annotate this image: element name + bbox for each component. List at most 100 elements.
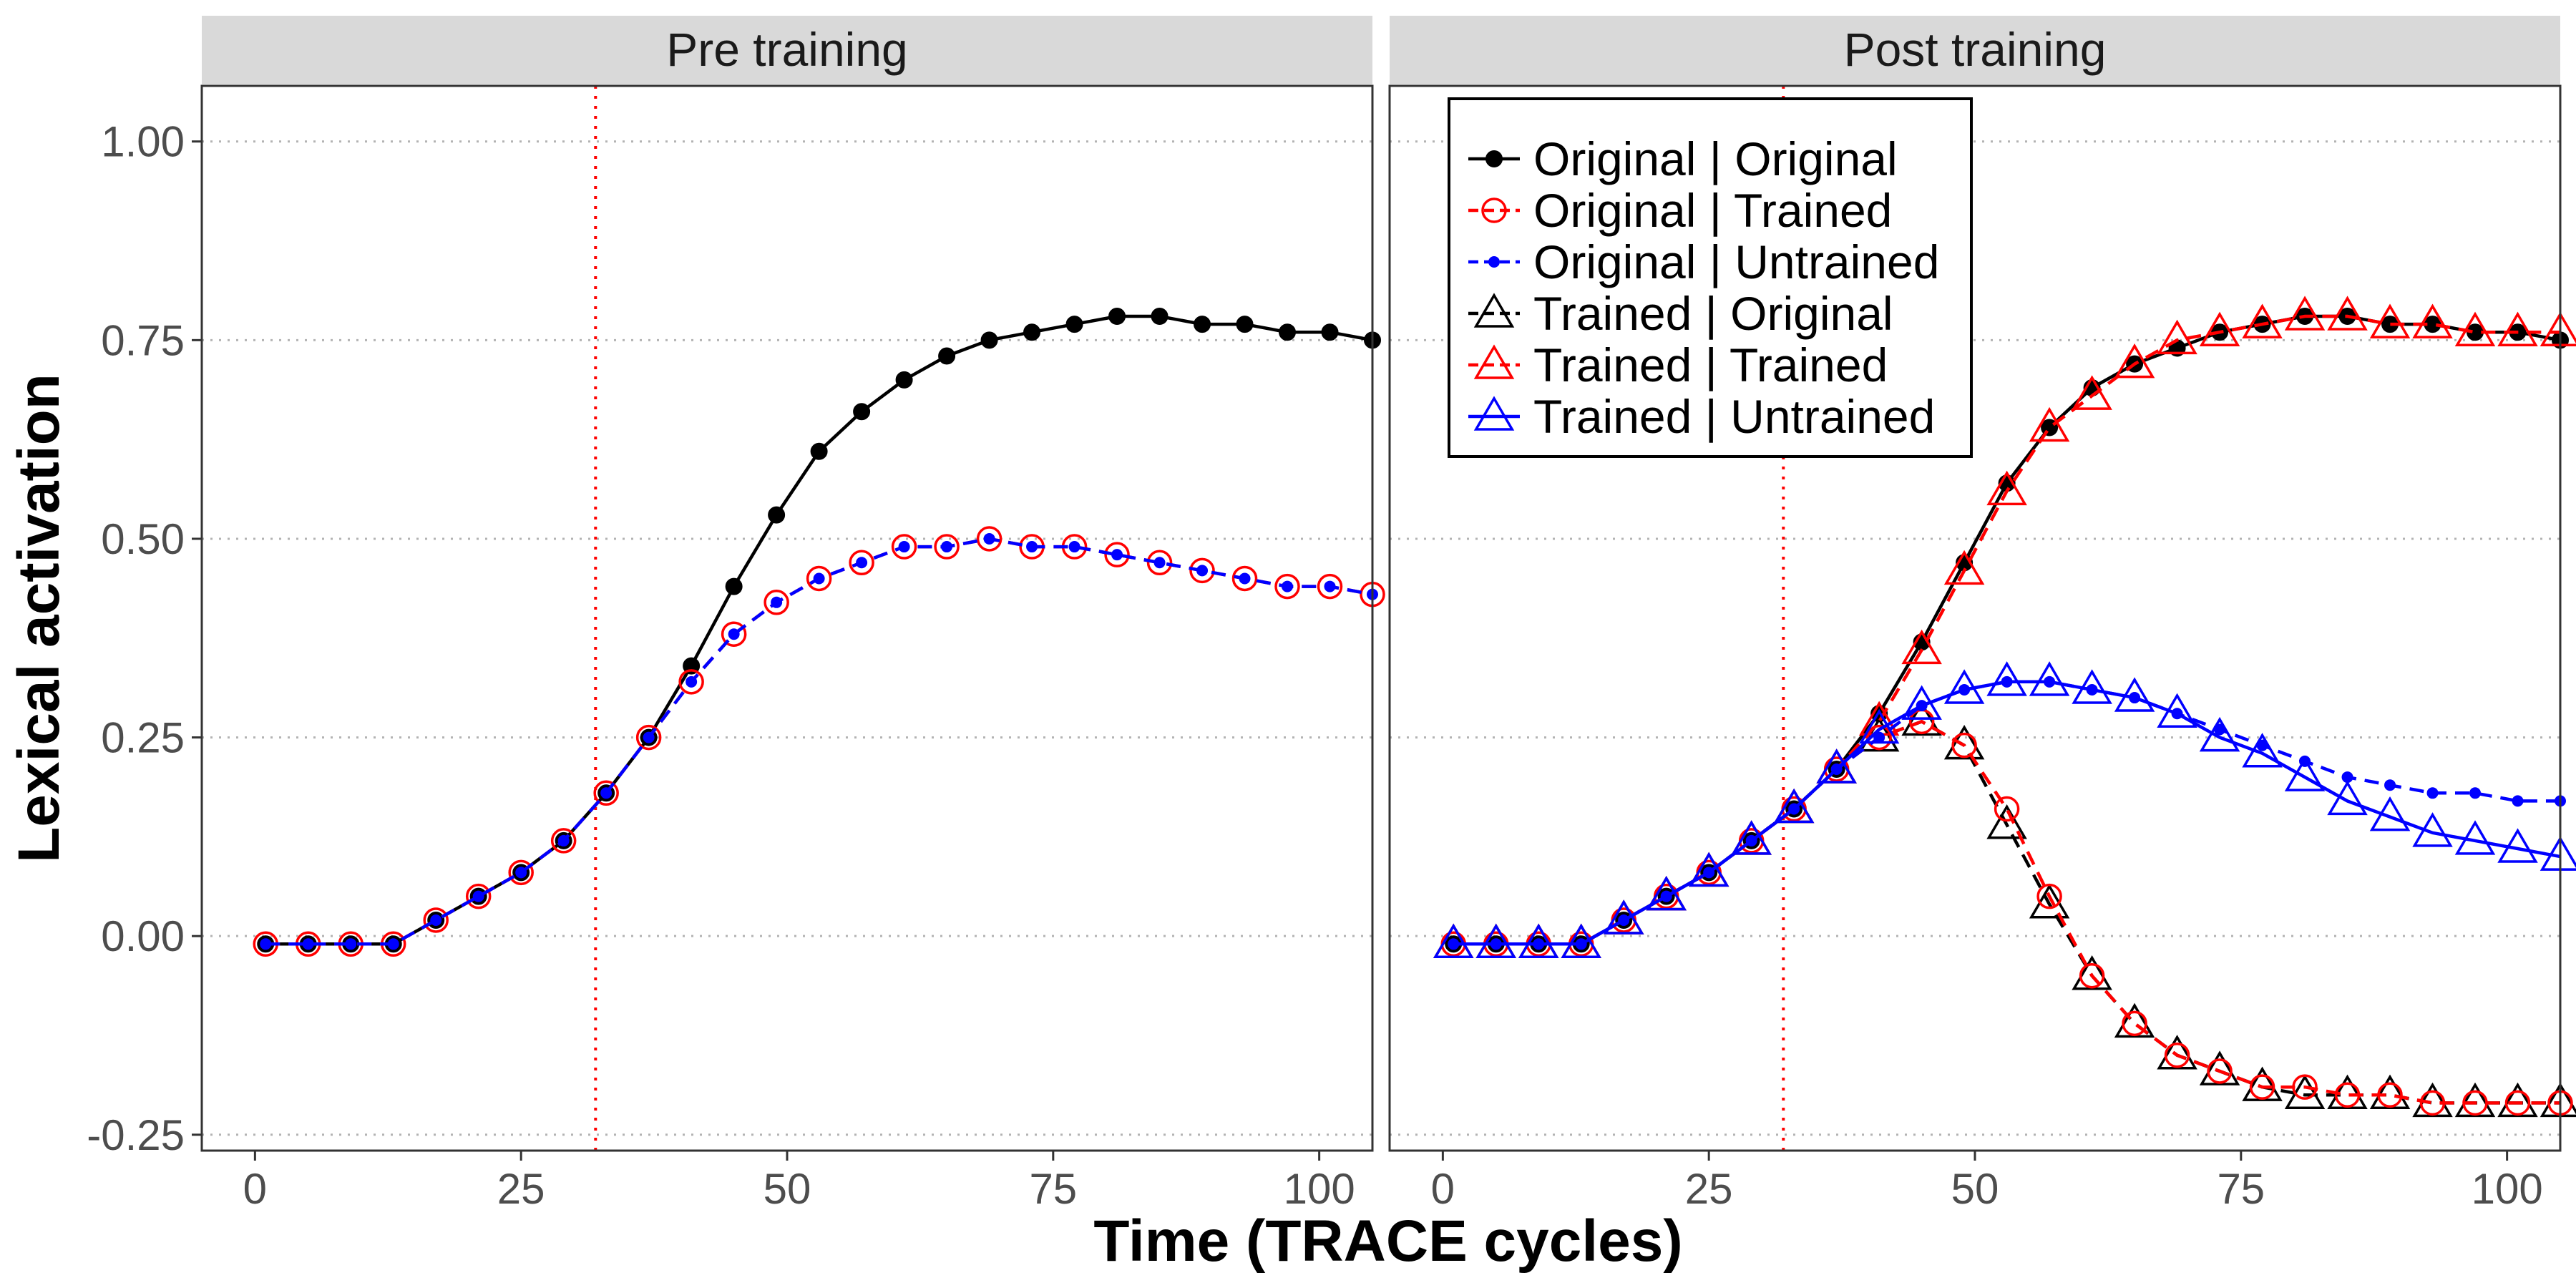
legend-box — [1448, 97, 1973, 458]
data-point-trained_untrained — [2242, 733, 2283, 768]
data-point-trained_untrained — [2114, 677, 2155, 712]
data-point-orig_orig — [938, 347, 956, 365]
y-axis-ticks: -0.25 0.00 0.25 0.50 0.75 1.00 — [87, 118, 202, 1159]
data-point-orig_trained — [891, 534, 917, 560]
data-point-trained_untrained — [1943, 669, 1985, 704]
data-point-trained_trained — [1901, 629, 1942, 665]
data-point-orig_untrained — [1239, 572, 1251, 585]
data-point-orig_untrained — [302, 938, 314, 950]
data-point-orig_untrained — [1068, 541, 1080, 553]
data-point-orig_trained — [2164, 1042, 2190, 1068]
data-point-trained_untrained — [2412, 812, 2453, 847]
legend-swatch-marker — [1488, 256, 1500, 268]
legend-swatch-marker — [1481, 197, 1507, 223]
data-point-trained_untrained — [1561, 923, 1601, 959]
data-point-orig_trained — [763, 590, 789, 615]
data-point-trained_untrained — [1433, 923, 1474, 959]
legend-item-orig_untrained: Original | Untrained — [1468, 235, 1939, 288]
data-point-orig_untrained — [728, 628, 740, 640]
x-axis-title: Time (TRACE cycles) — [1093, 1209, 1682, 1274]
data-point-orig_untrained — [898, 541, 910, 553]
data-point-orig_untrained — [771, 596, 783, 608]
data-point-orig_trained — [593, 780, 619, 806]
strip-pre — [202, 16, 1372, 84]
data-point-trained_trained — [2284, 296, 2326, 331]
x-tick-label: 0 — [243, 1165, 267, 1213]
grid-post — [1390, 140, 2560, 1136]
data-point-orig_trained — [1994, 796, 2020, 822]
data-point-orig_trained — [635, 724, 662, 751]
legend-swatch-marker — [1473, 344, 1515, 379]
legend-swatch-marker — [1485, 150, 1503, 167]
series-line-trained_untrained — [1453, 680, 2561, 946]
data-point-orig_trained — [2036, 883, 2062, 909]
data-point-trained_trained — [2114, 343, 2155, 379]
series-pre — [253, 308, 1385, 957]
data-point-orig_untrained — [557, 834, 570, 847]
legend-label: Trained | Original — [1533, 287, 1893, 340]
data-point-orig_orig — [1279, 323, 1297, 341]
data-point-orig_trained — [678, 669, 704, 695]
x-tick-label: 75 — [1029, 1165, 1077, 1213]
data-point-orig_untrained — [1873, 731, 1885, 743]
data-point-orig_untrained — [2512, 795, 2524, 807]
data-point-orig_untrained — [1153, 557, 1166, 569]
data-point-orig_untrained — [387, 938, 399, 950]
data-point-trained_trained — [2072, 375, 2112, 410]
legend-item-trained_orig: Trained | Original — [1468, 287, 1893, 340]
data-point-orig_orig — [1321, 323, 1339, 341]
legend-label: Original | Original — [1533, 132, 1898, 185]
data-point-trained_orig — [2497, 1082, 2538, 1118]
legend-label: Original | Untrained — [1533, 235, 1939, 288]
data-point-trained_untrained — [2369, 796, 2411, 831]
y-tick-label: 0.00 — [101, 912, 185, 960]
data-point-orig_trained — [2419, 1090, 2446, 1116]
x-tick-label: 0 — [1431, 1165, 1455, 1213]
x-ticks-post: 0 25 50 75 100 — [1431, 1151, 2543, 1213]
data-point-trained_untrained — [1475, 923, 1516, 959]
data-point-orig_trained — [2207, 1058, 2233, 1084]
legend-swatch-marker — [1473, 293, 1515, 328]
data-point-trained_orig — [2242, 1066, 2283, 1101]
data-point-orig_untrained — [1111, 549, 1123, 561]
legend-item-trained_untrained: Trained | Untrained — [1468, 390, 1935, 443]
x-tick-label: 100 — [2472, 1165, 2543, 1213]
data-point-orig_orig — [895, 371, 913, 389]
data-point-trained_untrained — [1901, 685, 1942, 720]
data-point-orig_trained — [550, 828, 577, 854]
legend-item-trained_trained: Trained | Trained — [1468, 338, 1888, 391]
strip-title-post: Post training — [1844, 23, 2107, 76]
series-post — [1433, 296, 2576, 1118]
data-point-trained_untrained — [1603, 899, 1644, 935]
panel-pre-training: Pre training 0 25 50 75 100 — [200, 16, 1385, 1213]
data-point-orig_trained — [934, 534, 960, 560]
data-point-trained_trained — [1943, 550, 1985, 585]
data-point-orig_trained — [2292, 1074, 2318, 1100]
legend-label: Trained | Trained — [1533, 338, 1888, 391]
data-point-trained_untrained — [2157, 693, 2197, 728]
data-point-orig_trained — [976, 526, 1002, 552]
data-point-orig_trained — [1189, 557, 1215, 584]
data-point-orig_trained — [2122, 1010, 2147, 1037]
data-point-orig_untrained — [1324, 580, 1336, 592]
x-tick-label: 25 — [1685, 1165, 1733, 1213]
data-point-orig_orig — [980, 331, 998, 349]
data-point-orig_trained — [1274, 573, 1300, 600]
legend-label: Trained | Untrained — [1533, 390, 1935, 443]
data-point-orig_trained — [806, 565, 832, 592]
data-point-orig_untrained — [813, 572, 825, 585]
data-point-orig_trained — [1146, 550, 1173, 576]
data-point-orig_untrained — [941, 541, 953, 553]
data-point-orig_orig — [1065, 316, 1083, 333]
series-trained_untrained — [1433, 661, 2576, 959]
data-point-orig_trained — [465, 883, 492, 909]
data-point-orig_untrained — [2341, 771, 2353, 784]
legend-item-orig_orig: Original | Original — [1468, 132, 1898, 185]
data-point-trained_untrained — [1646, 875, 1687, 911]
data-point-orig_orig — [1194, 316, 1211, 333]
data-point-trained_untrained — [2327, 780, 2368, 816]
data-point-trained_untrained — [2497, 828, 2538, 863]
series-orig_untrained — [260, 532, 1378, 950]
